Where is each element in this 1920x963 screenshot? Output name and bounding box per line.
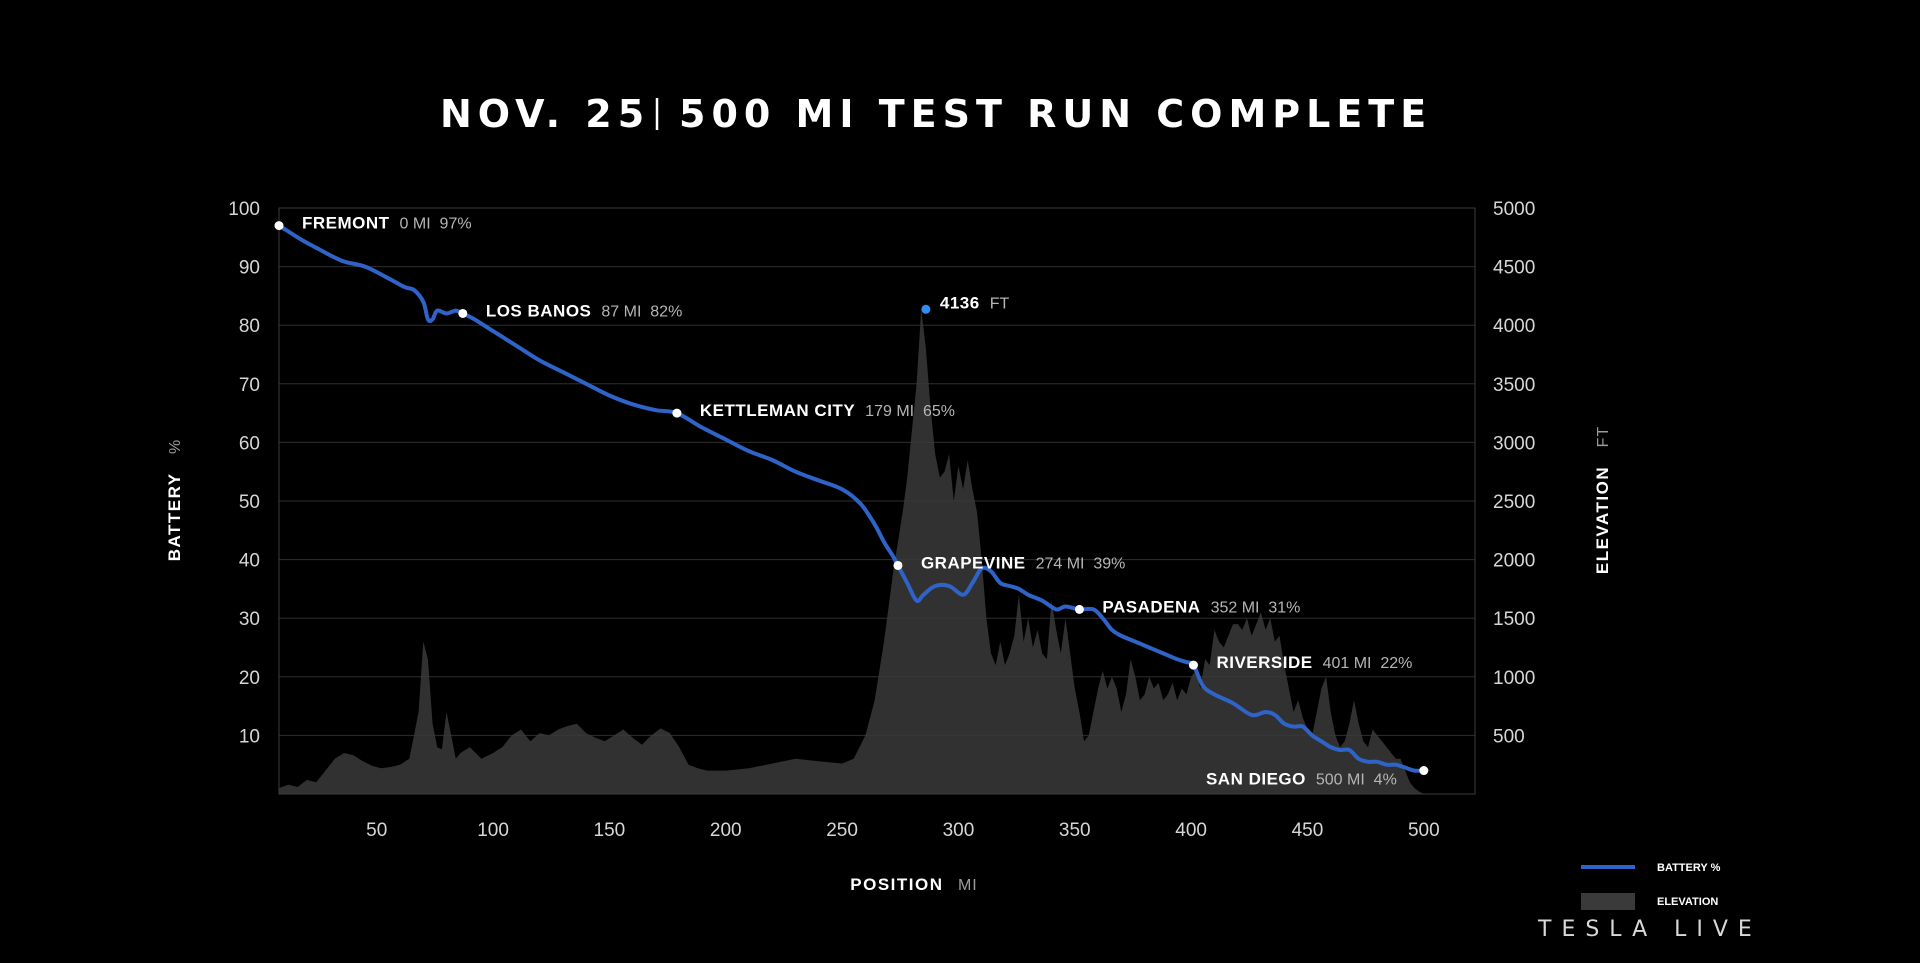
svg-text:ELEVATION FT: ELEVATION FT	[1593, 426, 1612, 574]
annotation-label: SAN DIEGO 500 MI 4%	[1206, 770, 1397, 789]
annotation-label: 4136 FT	[940, 293, 1010, 312]
svg-text:BATTERY %: BATTERY %	[165, 439, 184, 562]
annotation-marker	[1419, 766, 1429, 776]
legend-battery-label: BATTERY %	[1657, 862, 1721, 874]
annotation-marker	[893, 560, 903, 570]
page-title: 500 MI TEST RUN COMPLETE	[679, 92, 1432, 136]
annotation-name: LOS BANOS	[486, 301, 592, 320]
y-axis-right-unit: FT	[1595, 426, 1612, 448]
x-axis-label: POSITION	[850, 875, 943, 894]
y-right-tick-label: 1000	[1493, 668, 1535, 689]
annotation-name: SAN DIEGO	[1206, 770, 1306, 789]
annotation-label: GRAPEVINE 274 MI 39%	[921, 553, 1125, 572]
y-right-tick-label: 2000	[1493, 551, 1535, 572]
y-right-tick-label: 4000	[1493, 316, 1535, 337]
brand-logo: TESLA LIVE	[1537, 917, 1762, 942]
annotation-name: RIVERSIDE	[1216, 653, 1312, 672]
elevation-series	[279, 309, 1424, 794]
y-left-tick-label: 40	[239, 551, 260, 572]
annotation-marker	[921, 304, 931, 314]
annotation-marker	[672, 408, 682, 418]
y-left-tick-label: 20	[239, 668, 260, 689]
x-axis-title: POSITION MI	[850, 875, 977, 894]
x-tick-label: 300	[943, 820, 975, 841]
x-tick-label: 150	[594, 820, 626, 841]
legend-elevation-label: ELEVATION	[1657, 896, 1718, 908]
annotation-label: LOS BANOS 87 MI 82%	[486, 301, 683, 320]
annotation-detail: 274 MI 39%	[1036, 555, 1126, 572]
annotation-marker	[458, 308, 468, 318]
annotation-marker	[1074, 604, 1084, 614]
y-right-tick-label: 3500	[1493, 375, 1535, 396]
annotation-detail: 0 MI 97%	[400, 216, 472, 233]
annotation-marker	[1188, 660, 1198, 670]
annotation-detail: 179 MI 65%	[865, 403, 955, 420]
annotation-marker	[274, 221, 284, 231]
y-right-tick-label: 2500	[1493, 492, 1535, 513]
annotation-name: KETTLEMAN CITY	[700, 401, 855, 420]
y-left-tick-label: 70	[239, 375, 260, 396]
x-tick-label: 100	[477, 820, 509, 841]
axis-ticks: 1020304050607080901005001000150020002500…	[228, 199, 1535, 841]
annotation-name: FREMONT	[302, 214, 390, 233]
y-axis-left-label: BATTERY	[165, 472, 184, 561]
y-left-tick-label: 60	[239, 433, 260, 454]
annotation-name: GRAPEVINE	[921, 553, 1026, 572]
annotation-name: 4136	[940, 293, 980, 312]
y-right-tick-label: 1500	[1493, 609, 1535, 630]
y-left-tick-label: 100	[228, 199, 260, 220]
annotation-detail: 401 MI 22%	[1323, 655, 1413, 672]
annotation-label: RIVERSIDE 401 MI 22%	[1216, 653, 1412, 672]
y-axis-left-title: BATTERY %	[165, 439, 184, 562]
annotation-label: FREMONT 0 MI 97%	[302, 214, 472, 233]
annotation-detail: FT	[990, 295, 1010, 312]
y-right-tick-label: 500	[1493, 726, 1525, 747]
x-tick-label: 450	[1292, 820, 1324, 841]
battery-line	[277, 223, 1426, 773]
annotation-detail: 352 MI 31%	[1211, 599, 1301, 616]
annotation-name: PASADENA	[1102, 597, 1200, 616]
x-tick-label: 200	[710, 820, 742, 841]
legend-elevation-swatch	[1581, 893, 1635, 910]
y-axis-right-title: ELEVATION FT	[1593, 426, 1612, 574]
y-left-tick-label: 30	[239, 609, 260, 630]
annotation-label: KETTLEMAN CITY 179 MI 65%	[700, 401, 955, 420]
battery-series	[277, 223, 1426, 773]
y-right-tick-label: 4500	[1493, 258, 1535, 279]
y-left-tick-label: 10	[239, 726, 260, 747]
y-axis-left-unit: %	[167, 439, 184, 454]
title-date: NOV. 25	[440, 92, 650, 136]
annotation-detail: 87 MI 82%	[601, 303, 682, 320]
x-tick-label: 50	[366, 820, 387, 841]
x-tick-label: 250	[826, 820, 858, 841]
annotations: FREMONT 0 MI 97% LOS BANOS 87 MI 82% KETTLEM…	[274, 214, 1429, 789]
x-tick-label: 350	[1059, 820, 1091, 841]
x-tick-label: 500	[1408, 820, 1440, 841]
y-left-tick-label: 80	[239, 316, 260, 337]
y-left-tick-label: 90	[239, 258, 260, 279]
legend: BATTERY % ELEVATION	[1581, 862, 1721, 910]
y-axis-right-label: ELEVATION	[1593, 466, 1612, 574]
elevation-area	[279, 309, 1424, 794]
y-right-tick-label: 3000	[1493, 433, 1535, 454]
annotation-label: PASADENA 352 MI 31%	[1102, 597, 1300, 616]
annotation-detail: 500 MI 4%	[1316, 772, 1397, 789]
y-right-tick-label: 5000	[1493, 199, 1535, 220]
x-axis-unit: MI	[958, 877, 978, 894]
plot-frame	[278, 207, 1476, 795]
y-left-tick-label: 50	[239, 492, 260, 513]
x-tick-label: 400	[1175, 820, 1207, 841]
